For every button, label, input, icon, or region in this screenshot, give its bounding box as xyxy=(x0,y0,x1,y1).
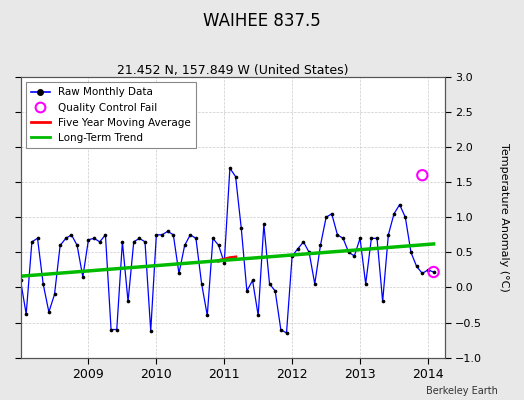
Point xyxy=(384,232,392,238)
Point xyxy=(293,246,302,252)
Point xyxy=(118,239,127,245)
Point xyxy=(243,288,251,294)
Point xyxy=(378,298,387,305)
Point xyxy=(265,281,274,287)
Point xyxy=(305,249,313,256)
Point xyxy=(401,214,410,220)
Point xyxy=(198,281,206,287)
Point xyxy=(158,232,166,238)
Point xyxy=(39,281,47,287)
Point xyxy=(192,235,200,242)
Point xyxy=(214,242,223,248)
Point xyxy=(50,291,59,298)
Point xyxy=(429,269,438,275)
Point xyxy=(350,253,358,259)
Point xyxy=(367,235,376,242)
Point xyxy=(141,239,149,245)
Y-axis label: Temperature Anomaly (°C): Temperature Anomaly (°C) xyxy=(499,143,509,292)
Point xyxy=(163,228,172,234)
Point xyxy=(129,239,138,245)
Point xyxy=(418,270,427,277)
Point xyxy=(322,214,330,220)
Point xyxy=(95,239,104,245)
Point xyxy=(248,277,257,284)
Point xyxy=(90,235,99,242)
Point xyxy=(169,232,178,238)
Point xyxy=(429,269,438,275)
Point xyxy=(147,328,155,334)
Point xyxy=(175,270,183,277)
Point xyxy=(209,235,217,242)
Point xyxy=(56,242,64,248)
Point xyxy=(311,281,319,287)
Point xyxy=(362,281,370,287)
Point xyxy=(237,225,245,231)
Point xyxy=(16,277,25,284)
Point xyxy=(180,242,189,248)
Point xyxy=(390,210,398,217)
Point xyxy=(28,239,36,245)
Point xyxy=(203,312,212,319)
Point xyxy=(396,202,404,208)
Point xyxy=(282,330,291,336)
Point xyxy=(277,326,285,333)
Point xyxy=(344,249,353,256)
Point xyxy=(288,253,297,259)
Point xyxy=(113,326,121,333)
Point xyxy=(22,311,30,317)
Point xyxy=(299,239,308,245)
Point xyxy=(34,235,42,242)
Point xyxy=(424,267,432,273)
Point xyxy=(271,288,279,294)
Point xyxy=(79,274,87,280)
Point xyxy=(107,326,115,333)
Point xyxy=(135,235,144,242)
Point xyxy=(333,232,342,238)
Point xyxy=(412,263,421,270)
Point xyxy=(101,232,110,238)
Point xyxy=(67,232,75,238)
Point xyxy=(259,221,268,228)
Point xyxy=(152,232,160,238)
Title: 21.452 N, 157.849 W (United States): 21.452 N, 157.849 W (United States) xyxy=(117,64,348,77)
Point xyxy=(45,309,53,315)
Point xyxy=(220,260,228,266)
Point xyxy=(418,172,427,178)
Point xyxy=(316,242,325,248)
Text: Berkeley Earth: Berkeley Earth xyxy=(426,386,498,396)
Point xyxy=(84,236,93,243)
Legend: Raw Monthly Data, Quality Control Fail, Five Year Moving Average, Long-Term Tren: Raw Monthly Data, Quality Control Fail, … xyxy=(26,82,196,148)
Point xyxy=(373,235,381,242)
Point xyxy=(407,249,415,256)
Point xyxy=(124,298,132,305)
Point xyxy=(226,165,234,171)
Point xyxy=(186,232,194,238)
Point xyxy=(339,235,347,242)
Text: WAIHEE 837.5: WAIHEE 837.5 xyxy=(203,12,321,30)
Point xyxy=(232,174,240,180)
Point xyxy=(254,312,263,319)
Point xyxy=(73,242,81,248)
Point xyxy=(356,235,364,242)
Point xyxy=(328,210,336,217)
Point xyxy=(62,235,70,242)
